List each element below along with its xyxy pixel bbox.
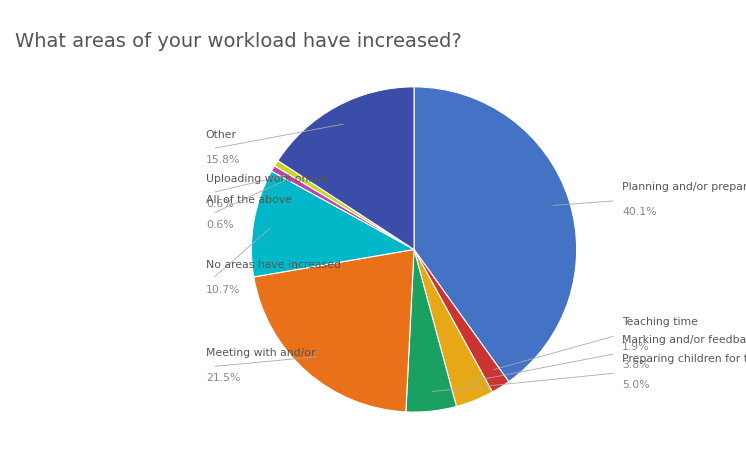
Text: Preparing children for their: Preparing children for their (622, 354, 746, 364)
Text: 40.1%: 40.1% (622, 207, 656, 217)
Text: Marking and/or feedback: Marking and/or feedback (622, 334, 746, 345)
Text: Teaching time: Teaching time (622, 317, 698, 327)
Text: 0.6%: 0.6% (206, 199, 233, 209)
Text: 21.5%: 21.5% (206, 373, 240, 383)
Text: Meeting with and/or: Meeting with and/or (206, 347, 316, 358)
Text: Other: Other (206, 130, 237, 140)
Text: 10.7%: 10.7% (206, 285, 240, 295)
Text: Planning and/or preparation: Planning and/or preparation (622, 182, 746, 192)
Wedge shape (251, 171, 414, 277)
Wedge shape (275, 161, 414, 249)
Wedge shape (254, 249, 414, 412)
Wedge shape (406, 249, 457, 412)
Text: 0.6%: 0.6% (206, 220, 233, 230)
Text: 15.8%: 15.8% (206, 155, 240, 165)
Text: No areas have increased: No areas have increased (206, 260, 341, 270)
Text: All of the above: All of the above (206, 195, 292, 205)
Wedge shape (272, 166, 414, 249)
Text: What areas of your workload have increased?: What areas of your workload have increas… (15, 32, 462, 51)
Text: 1.9%: 1.9% (622, 342, 650, 352)
Wedge shape (414, 87, 577, 382)
Text: Uploading work online.: Uploading work online. (206, 174, 331, 183)
Wedge shape (414, 249, 509, 392)
Text: 3.8%: 3.8% (622, 360, 650, 370)
Wedge shape (278, 87, 414, 249)
Text: 5.0%: 5.0% (622, 380, 650, 389)
Wedge shape (414, 249, 492, 407)
